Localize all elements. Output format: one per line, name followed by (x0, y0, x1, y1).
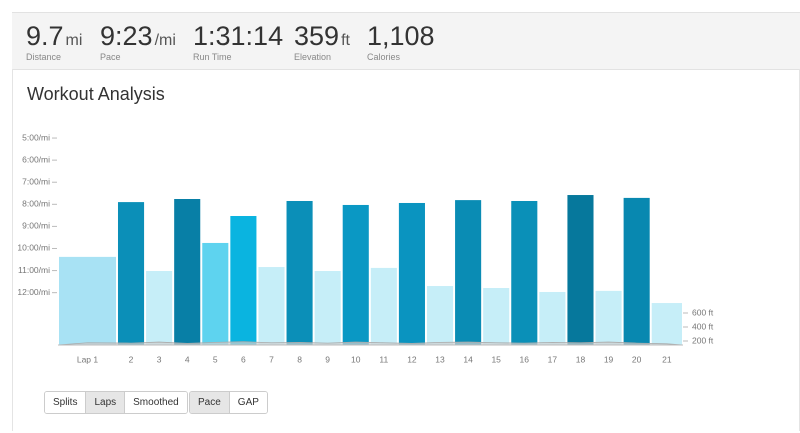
bar (455, 200, 482, 345)
stat: 9.7 mi Distance (26, 21, 82, 62)
x-tick-label: Lap 1 (77, 354, 99, 364)
stat: 9:23/mi Pace (100, 21, 176, 62)
bar (174, 199, 201, 345)
x-tick-label: 13 (435, 354, 445, 364)
stat-value-row: 359 ft (294, 21, 350, 52)
stat-label: Calories (367, 52, 401, 62)
button-group: Pace GAP (189, 391, 268, 414)
stat-value-row: 1:31:14 (193, 21, 283, 52)
stat-value: 1,108 (367, 21, 435, 51)
bar (623, 197, 650, 345)
bar (398, 202, 425, 345)
stats-bar: 9.7 mi Distance 9:23/mi Pace 1:31:14 Run Time 3… (12, 12, 800, 70)
toggle-button[interactable]: Splits (45, 392, 87, 413)
x-tick-label: 12 (407, 354, 417, 364)
x-tick-label: 15 (491, 354, 501, 364)
bar (258, 267, 285, 345)
stat-label: Pace (100, 52, 121, 62)
toggle-button[interactable]: Laps (86, 392, 126, 413)
bar (511, 200, 538, 345)
button-group: Splits Laps Smoothed (44, 391, 188, 414)
x-tick-label: 10 (351, 354, 361, 364)
bar (202, 242, 229, 345)
stat-value-row: 9:23/mi (100, 21, 176, 52)
bar (286, 200, 313, 345)
toggle-button[interactable]: Smoothed (125, 392, 187, 413)
section-title: Workout Analysis (27, 84, 165, 104)
x-tick-label: 8 (297, 354, 302, 364)
y-tick-label: 11:00/mi (18, 265, 50, 275)
bar (539, 291, 566, 345)
x-tick-label: 5 (213, 354, 218, 364)
toggle-button[interactable]: GAP (229, 392, 267, 413)
stat-label: Distance (26, 52, 62, 62)
bar (342, 204, 369, 345)
stat-value: 9.7 (26, 21, 64, 51)
bar (567, 195, 594, 345)
stat-value-row: 9.7 mi (26, 21, 82, 52)
x-tick-label: 17 (548, 354, 558, 364)
stat: 359 ft Elevation (294, 21, 350, 62)
bar (117, 202, 145, 345)
x-tick-label: 14 (463, 354, 473, 364)
stat-value: 9:23 (100, 21, 153, 51)
stat: 1:31:14 Run Time (193, 21, 283, 62)
stat-label: Run Time (193, 52, 232, 62)
bar (370, 267, 397, 345)
x-tick-label: 4 (185, 354, 190, 364)
toggle-button[interactable]: Pace (190, 392, 230, 413)
stat-unit: mi (65, 32, 83, 49)
x-tick-label: 16 (520, 354, 530, 364)
bar (651, 303, 682, 345)
bar (230, 216, 257, 345)
y-tick-label: 12:00/mi (17, 287, 50, 297)
y2-tick-label: 400 ft (692, 321, 714, 331)
y-tick-label: 8:00/mi (22, 199, 50, 209)
x-tick-label: 20 (632, 354, 642, 364)
stat: 1,108 Calories (367, 21, 435, 62)
x-tick-label: 7 (269, 354, 274, 364)
bar (595, 290, 622, 345)
elevation-area (57, 341, 684, 346)
bar (59, 256, 116, 345)
x-tick-label: 21 (662, 354, 672, 364)
y2-tick-label: 600 ft (692, 307, 714, 317)
stat-unit: ft (341, 32, 350, 49)
stat-value: 1:31:14 (193, 21, 284, 51)
y-tick-label: 5:00/mi (22, 132, 50, 142)
stat-value: 359 (294, 21, 340, 51)
y-tick-label: 6:00/mi (22, 154, 50, 164)
x-tick-label: 2 (129, 354, 134, 364)
x-tick-label: 6 (241, 354, 246, 364)
y-tick-label: 9:00/mi (22, 221, 50, 231)
x-tick-label: 9 (325, 354, 330, 364)
x-tick-label: 3 (157, 354, 162, 364)
y-tick-label: 7:00/mi (22, 176, 50, 186)
bar (483, 288, 510, 345)
x-tick-label: 19 (604, 354, 614, 364)
x-tick-label: 11 (379, 354, 388, 364)
bar (426, 286, 454, 345)
stat-unit: /mi (154, 32, 176, 49)
stat-label: Elevation (294, 52, 332, 62)
bar (314, 271, 341, 345)
y2-tick-label: 200 ft (692, 335, 714, 345)
y-tick-label: 10:00/mi (17, 243, 50, 253)
bar (146, 271, 173, 345)
stat-value-row: 1,108 (367, 21, 435, 52)
x-tick-label: 18 (576, 354, 586, 364)
